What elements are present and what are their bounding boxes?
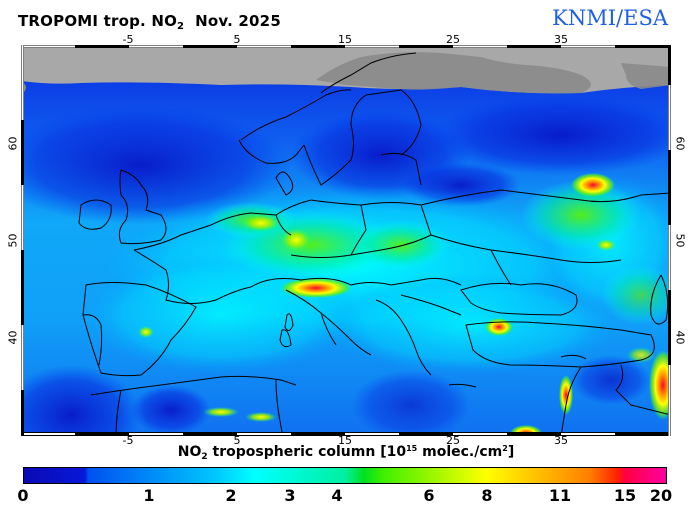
- lon-top-tick-3: 15: [338, 33, 352, 46]
- map-title: TROPOMI trop. NO2 Nov. 2025: [18, 12, 281, 32]
- colorbar-tick: 4: [331, 486, 343, 505]
- lon-top-tick-1: -5: [122, 33, 134, 46]
- left-scale-bar: [21, 45, 24, 436]
- scandinavia-landmass: [316, 52, 591, 94]
- no2-map[interactable]: [21, 45, 671, 436]
- colorbar-tick: 20: [649, 486, 673, 505]
- cb-title-exp: 15: [406, 444, 418, 453]
- lat-right-tick-60: 60: [673, 136, 687, 151]
- hotspot-benelux: [241, 214, 281, 232]
- colorbar-tick: 8: [481, 486, 493, 505]
- lon-top-tick-5: 35: [554, 33, 568, 46]
- hotspot-baghdad: [649, 350, 671, 420]
- bottom-scale-bar: [21, 432, 671, 436]
- top-scale-bar: [21, 45, 671, 48]
- coastlines: [78, 52, 671, 436]
- colorbar-tick: 15: [613, 486, 637, 505]
- colorbar-tick: 0: [17, 486, 29, 505]
- title-subscript: 2: [177, 21, 185, 32]
- cb-title-sub: 2: [201, 452, 208, 462]
- cb-title-unit: molec./cm: [417, 444, 503, 460]
- colorbar-tick: 2: [225, 486, 237, 505]
- lat-left-tick-50: 50: [6, 233, 20, 248]
- lon-bottom-tick-3: 15: [338, 434, 352, 447]
- lon-bottom-tick-5: 35: [554, 434, 568, 447]
- colorbar-tick: 11: [548, 486, 572, 505]
- colorbar-title: NO2 tropospheric column [1015 molec./cm2…: [0, 444, 692, 462]
- title-date: Nov. 2025: [195, 12, 281, 30]
- lon-bottom-tick-2: 5: [233, 434, 241, 447]
- hotspot-moscow: [571, 173, 615, 197]
- cb-title-end: ]: [507, 444, 515, 460]
- cb-title-mid: tropospheric column [10: [207, 444, 407, 460]
- lat-left-tick-40: 40: [6, 330, 20, 345]
- low-no2-atlantic: [21, 105, 291, 225]
- lat-left-tick-60: 60: [6, 136, 20, 151]
- lon-bottom-tick-1: -5: [122, 434, 134, 447]
- cb-title-no: NO: [177, 444, 202, 460]
- colorbar-tick: 3: [284, 486, 296, 505]
- colorbar-tick: 6: [423, 486, 435, 505]
- cb-title-unit-exp: 2: [502, 444, 508, 453]
- right-scale-bar: [668, 45, 671, 436]
- title-prefix: TROPOMI trop. NO: [18, 12, 178, 30]
- hotspot-istanbul: [485, 318, 513, 336]
- hotspot-madrid: [138, 326, 154, 338]
- hotspot-po-valley: [280, 278, 352, 298]
- lat-right-tick-50: 50: [673, 233, 687, 248]
- lat-right-tick-40: 40: [673, 330, 687, 345]
- lon-top-tick-4: 25: [446, 33, 460, 46]
- lon-bottom-tick-4: 25: [446, 434, 460, 447]
- credit-label: KNMI/ESA: [552, 6, 668, 30]
- colorbar: [23, 467, 667, 484]
- lon-top-tick-2: 5: [233, 33, 241, 46]
- colorbar-tick: 1: [143, 486, 155, 505]
- hotspot-levant: [559, 375, 573, 415]
